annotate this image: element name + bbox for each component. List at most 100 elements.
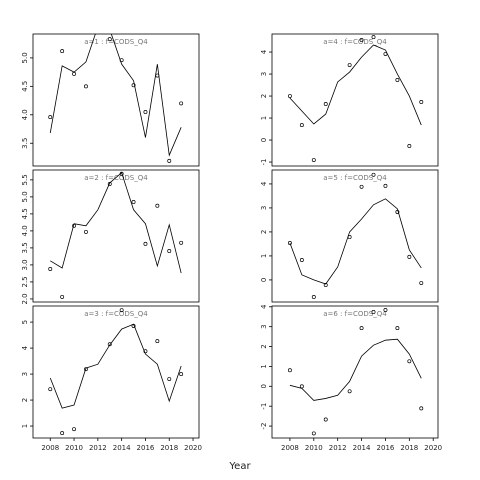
y-tick-label: 5.0 [21,52,29,63]
data-point [143,109,148,114]
data-point [167,249,172,253]
y-tick-label: -1 [260,403,268,410]
data-point [323,102,328,106]
x-tick-label: 2020 [424,444,442,452]
data-point [48,115,53,120]
x-tick-label: 2014 [113,444,131,452]
plot-area [287,308,424,436]
panel-frame [32,169,200,303]
data-point [299,258,304,262]
data-point [299,123,304,128]
data-point [155,203,160,208]
data-point [167,158,172,163]
y-tick-label: 4 [21,345,29,350]
data-point [359,184,364,189]
y-tick-label: 4.5 [21,208,29,219]
panel-frame [271,169,439,303]
data-point [84,84,88,89]
x-tick-label: 2020 [184,444,202,452]
data-point [119,308,124,313]
y-tick-label: 4 [260,49,268,54]
x-tick-label: 2016 [137,444,155,452]
y-tick-label: 3 [260,324,268,328]
panel: a=6 : f=CODS_Q4 -2 -1 0 1 2 3 4 2008 2010 2012 2014… [260,304,442,452]
panel-frame [271,33,439,167]
data-point [359,326,364,331]
x-tick-label: 2010 [65,444,83,452]
y-tick-label: 2 [260,94,268,98]
y-tick-label: 3.0 [21,259,29,270]
y-tick-label: 0 [260,278,268,282]
data-point [155,339,160,344]
fit-line [289,338,422,401]
data-point [407,254,412,259]
data-point [60,49,65,54]
x-tick-label: 2010 [305,444,323,452]
data-point [419,281,424,285]
data-point [60,294,65,299]
x-tick-label: 2012 [89,444,107,452]
data-point [60,431,65,436]
y-tick-label: 2.0 [21,293,29,304]
y-tick-label: 4 [260,181,268,186]
data-point [84,229,88,234]
y-tick-label: 3.5 [21,138,29,149]
plot-area [48,308,184,436]
y-tick-label: 0 [260,138,268,142]
y-tick-label: 5.5 [21,174,29,185]
data-point [323,417,328,422]
panel: a=4 : f=CODS_Q4 -1 0 1 2 3 4 [260,33,439,167]
y-tick-label: 1 [260,116,268,120]
data-point [371,172,376,177]
plot-area [48,171,184,299]
y-tick-label: 2 [260,344,268,348]
panel-title: a=5 : f=CODS_Q4 [323,174,387,182]
data-point [131,83,136,88]
data-point [143,241,148,246]
data-point [143,349,148,354]
plot-area [287,172,424,299]
data-point [419,406,424,411]
y-tick-label: 4.0 [21,225,29,236]
x-tick-label: 2018 [160,444,178,452]
data-point [371,35,376,40]
data-point [419,100,424,104]
fit-line [50,172,182,274]
panel-frame [32,33,200,167]
plot-area [48,34,184,163]
data-point [395,78,400,82]
data-point [311,158,316,163]
x-axis-label: Year [228,461,251,472]
data-point [72,71,77,76]
y-tick-label: 3 [260,72,268,76]
y-tick-label: 5 [21,320,29,324]
data-point [311,295,316,299]
data-point [383,183,388,188]
y-tick-label: 5.0 [21,191,29,202]
panel: a=5 : f=CODS_Q4 0 1 2 3 4 [260,169,439,303]
data-point [179,101,184,106]
y-tick-label: -2 [260,423,268,430]
x-tick-label: 2012 [329,444,347,452]
data-point [107,37,112,42]
panel: a=2 : f=CODS_Q4 2.0 2.5 3.0 3.5 4.0 4.5 5.0 5.5 [21,169,200,305]
data-point [287,368,292,373]
data-point [287,94,292,98]
x-tick-label: 2018 [400,444,418,452]
data-point [407,359,412,364]
data-point [371,310,376,314]
y-tick-label: 4 [260,304,268,309]
x-tick-label: 2014 [353,444,371,452]
y-tick-label: 4.5 [21,81,29,92]
data-point [72,427,77,432]
data-point [107,181,112,186]
x-tick-label: 2008 [41,444,59,452]
data-point [84,367,88,372]
data-point [383,308,388,312]
plot-area [287,35,424,163]
panel-title: a=2 : f=CODS_Q4 [84,174,148,182]
panel-title: a=4 : f=CODS_Q4 [323,38,387,46]
panel-title: a=3 : f=CODS_Q4 [84,310,148,318]
y-tick-label: 0 [260,384,268,388]
